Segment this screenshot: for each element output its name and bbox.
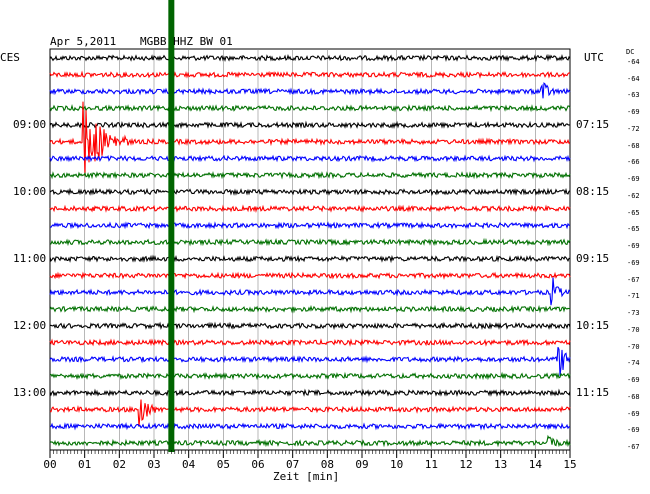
record-date: Apr 5,2011 <box>50 35 117 48</box>
x-tick-label: 01 <box>78 458 91 471</box>
x-tick-label: 03 <box>147 458 160 471</box>
x-tick-label: 06 <box>251 458 264 471</box>
dc-offset-value: -69 <box>627 108 640 117</box>
trace-line <box>49 399 571 427</box>
utc-hour-label: 07:15 <box>576 117 610 131</box>
trace-line <box>49 154 571 163</box>
dc-offset-value: -67 <box>627 443 640 451</box>
dc-offset-value: -66 <box>627 158 640 167</box>
trace-line <box>49 120 571 130</box>
x-tick-label: 14 <box>529 458 543 471</box>
dc-offset-value: -69 <box>627 376 640 385</box>
dc-offset-value: -72 <box>627 124 640 133</box>
dc-offset-value: -64 <box>627 58 640 66</box>
x-tick-label: 13 <box>494 458 507 471</box>
utc-hour-label: 10:15 <box>576 318 610 332</box>
x-tick-label: 11 <box>425 458 438 471</box>
trace-line <box>49 277 571 306</box>
trace-line <box>49 254 571 264</box>
x-tick-label: 10 <box>390 458 403 471</box>
local-hour-label: 13:00 <box>13 385 47 399</box>
x-tick-label: 12 <box>459 458 472 471</box>
dc-offset-value: -71 <box>627 292 640 301</box>
left-timezone-label: CES <box>0 51 20 64</box>
trace-line <box>49 338 571 347</box>
dc-offset-value: -63 <box>627 91 640 100</box>
dc-offset-value: -65 <box>627 208 640 217</box>
dc-offset-value: -74 <box>627 359 640 368</box>
trace-line <box>49 82 571 99</box>
local-hour-label: 09:00 <box>13 117 47 131</box>
x-tick-label: 02 <box>113 458 126 471</box>
local-hour-label: 11:00 <box>13 251 47 265</box>
trace-line <box>49 70 570 79</box>
trace-line <box>49 187 571 196</box>
x-tick-label: 15 <box>563 458 576 471</box>
dc-offset-value: -73 <box>627 309 640 318</box>
x-tick-label: 08 <box>321 458 334 471</box>
trace-line <box>49 371 571 381</box>
x-axis-label: Zeit [min] <box>273 470 340 483</box>
trace-line <box>49 271 571 280</box>
right-timezone-label: UTC <box>584 51 604 64</box>
dc-offset-value: -69 <box>627 426 640 435</box>
x-tick-label: 09 <box>355 458 368 471</box>
dc-offset-value: -70 <box>627 342 640 351</box>
utc-hour-label: 08:15 <box>576 184 610 198</box>
dc-offset-value: -64 <box>627 74 640 83</box>
trace-line <box>49 204 571 214</box>
trace-line <box>49 237 571 247</box>
trace-line <box>49 321 571 330</box>
trace-line <box>49 103 571 113</box>
x-tick-label: 07 <box>286 458 299 471</box>
dc-offset-value: -69 <box>627 258 640 267</box>
trace-line <box>50 221 571 230</box>
dc-offset-value: -62 <box>627 191 640 200</box>
local-hour-label: 10:00 <box>13 184 47 198</box>
station-code: MGBB HHZ BW 01 <box>140 35 233 48</box>
local-hour-label: 12:00 <box>13 318 47 332</box>
dc-offset-value: -69 <box>627 409 640 418</box>
x-tick-label: 04 <box>182 458 196 471</box>
utc-hour-label: 09:15 <box>576 251 610 265</box>
trace-line <box>49 422 571 431</box>
trace-line <box>49 388 571 398</box>
x-tick-label: 05 <box>217 458 230 471</box>
utc-hour-label: 11:15 <box>576 385 610 399</box>
trace-line <box>49 304 571 314</box>
dc-offset-header: DC <box>626 48 635 56</box>
trace-line <box>49 346 571 376</box>
trace-line <box>49 170 571 180</box>
dc-offset-value: -69 <box>627 175 640 184</box>
dc-offset-value: -65 <box>627 225 640 234</box>
trace-line <box>49 101 571 176</box>
trace-line <box>49 434 571 448</box>
dc-offset-value: -68 <box>627 392 640 401</box>
time-marker <box>168 0 175 452</box>
dc-offset-value: -68 <box>627 141 640 150</box>
dc-offset-value: -69 <box>627 242 640 251</box>
x-tick-label: 00 <box>43 458 56 471</box>
dc-offset-value: -67 <box>627 275 640 284</box>
trace-line <box>49 53 571 63</box>
dc-offset-value: -70 <box>627 325 640 334</box>
